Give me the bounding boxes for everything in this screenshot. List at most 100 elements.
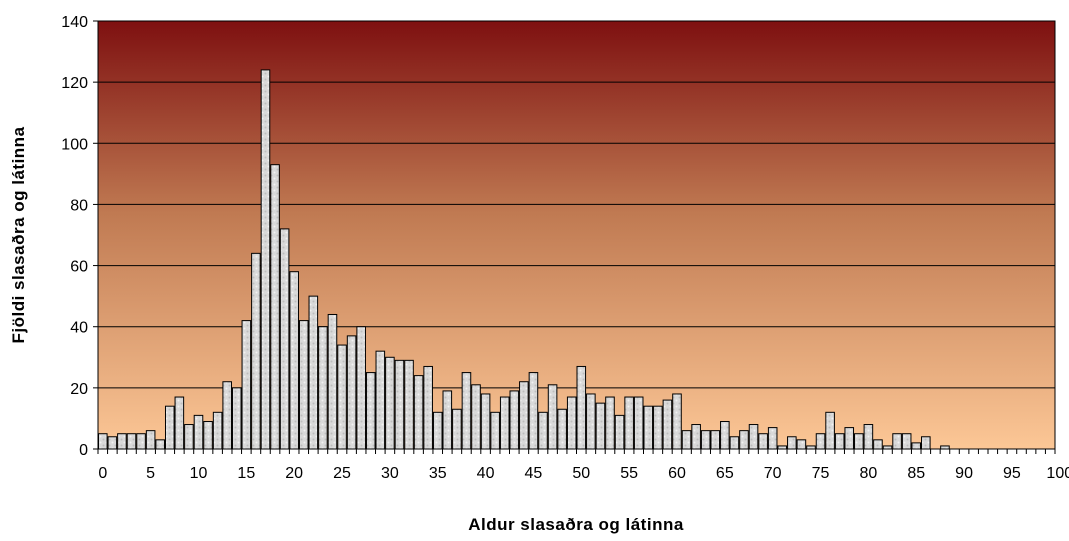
- bar-age-4: [136, 433, 146, 450]
- y-tick-label-40: 40: [70, 320, 88, 337]
- x-tick-label-100: 100: [1046, 465, 1069, 482]
- bar-age-37: [452, 408, 462, 450]
- x-tick-label-30: 30: [381, 465, 399, 482]
- bar-age-44: [519, 381, 529, 450]
- x-tick-label-80: 80: [859, 465, 877, 482]
- bar-age-38: [461, 372, 472, 450]
- bar-age-86: [921, 436, 931, 450]
- bar-age-2: [117, 433, 127, 450]
- x-tick-labels: 0 5 10 15 20 25 30 35 40 45 50 55 60 65 70 75 80 85 90 95 10…: [98, 465, 1069, 482]
- bar-age-19: [279, 228, 290, 450]
- bar-age-76: [825, 411, 835, 450]
- bar-age-6: [155, 439, 165, 450]
- bar-age-7: [164, 405, 175, 450]
- bar-age-47: [547, 384, 558, 450]
- bar-age-59: [662, 399, 673, 450]
- bar-age-64: [710, 430, 721, 450]
- bar-age-25: [337, 344, 347, 450]
- x-tick-label-60: 60: [668, 465, 686, 482]
- bar-age-81: [873, 439, 883, 450]
- axes: [93, 20, 1056, 454]
- bar-age-58: [653, 405, 663, 450]
- bar-age-78: [844, 427, 855, 450]
- bar-age-17: [260, 69, 271, 450]
- bar-age-23: [318, 326, 328, 450]
- bar-age-18: [270, 164, 280, 450]
- bar-age-80: [863, 424, 874, 450]
- bar-age-65: [720, 420, 730, 450]
- bar-age-75: [815, 433, 826, 450]
- x-axis-title: Aldur slasaðra og látinna: [468, 515, 684, 534]
- bar-age-26: [346, 335, 357, 450]
- bar-age-66: [729, 436, 740, 450]
- x-tick-label-20: 20: [285, 465, 303, 482]
- bar-age-30: [385, 356, 395, 450]
- bar-age-63: [700, 430, 711, 450]
- x-tick-label-85: 85: [907, 465, 925, 482]
- bar-age-21: [298, 320, 309, 450]
- bar-age-14: [231, 387, 242, 450]
- y-tick-label-20: 20: [70, 381, 88, 398]
- bar-age-45: [528, 372, 539, 450]
- bar-age-31: [394, 359, 405, 450]
- bar-age-68: [748, 424, 759, 450]
- bar-age-85: [911, 442, 922, 450]
- bar-age-9: [184, 424, 194, 450]
- x-tick-label-25: 25: [333, 465, 351, 482]
- bars: [98, 69, 950, 450]
- bar-age-32: [404, 359, 414, 450]
- bar-age-27: [356, 326, 366, 450]
- x-tick-label-35: 35: [429, 465, 447, 482]
- bar-age-54: [614, 414, 625, 450]
- bar-age-49: [566, 396, 577, 450]
- bar-age-0: [98, 433, 108, 450]
- bar-age-79: [854, 433, 864, 450]
- bar-age-57: [643, 405, 654, 450]
- bar-age-22: [308, 295, 319, 450]
- x-tick-label-95: 95: [1003, 465, 1021, 482]
- y-tick-label-100: 100: [61, 136, 88, 153]
- bar-age-55: [624, 396, 634, 450]
- x-tick-label-70: 70: [764, 465, 782, 482]
- x-tick-label-10: 10: [190, 465, 208, 482]
- bar-age-42: [499, 396, 510, 450]
- bar-age-34: [423, 365, 433, 450]
- y-tick-label-60: 60: [70, 259, 88, 276]
- bar-age-43: [509, 390, 520, 450]
- bar-age-41: [490, 411, 500, 450]
- bar-age-3: [126, 433, 137, 450]
- bar-age-83: [892, 433, 902, 450]
- x-tick-label-45: 45: [525, 465, 543, 482]
- y-tick-label-140: 140: [61, 14, 88, 31]
- bar-age-51: [586, 393, 596, 450]
- bar-age-50: [576, 365, 587, 450]
- bar-age-29: [375, 350, 386, 450]
- bar-age-1: [107, 436, 118, 450]
- bar-age-24: [327, 313, 338, 450]
- x-tick-label-50: 50: [572, 465, 590, 482]
- bar-age-13: [222, 381, 232, 450]
- x-tick-label-65: 65: [716, 465, 734, 482]
- x-tick-label-40: 40: [477, 465, 495, 482]
- bar-age-11: [203, 420, 213, 450]
- bar-age-70: [767, 427, 778, 450]
- bar-age-46: [538, 411, 548, 450]
- bar-age-5: [145, 430, 156, 450]
- bar-age-61: [681, 430, 692, 450]
- bar-age-28: [365, 372, 376, 450]
- bar-age-77: [834, 433, 845, 450]
- x-tick-label-55: 55: [620, 465, 638, 482]
- bar-age-20: [289, 271, 299, 450]
- x-tick-label-75: 75: [812, 465, 830, 482]
- bar-age-33: [413, 375, 424, 450]
- bar-age-48: [557, 408, 567, 450]
- x-tick-label-90: 90: [955, 465, 973, 482]
- x-tick-label-5: 5: [146, 465, 155, 482]
- bar-age-35: [432, 411, 443, 450]
- bar-age-8: [174, 396, 185, 450]
- bar-age-36: [442, 390, 453, 450]
- bar-age-56: [633, 396, 644, 450]
- bar-age-39: [471, 384, 481, 450]
- y-tick-label-0: 0: [79, 442, 88, 459]
